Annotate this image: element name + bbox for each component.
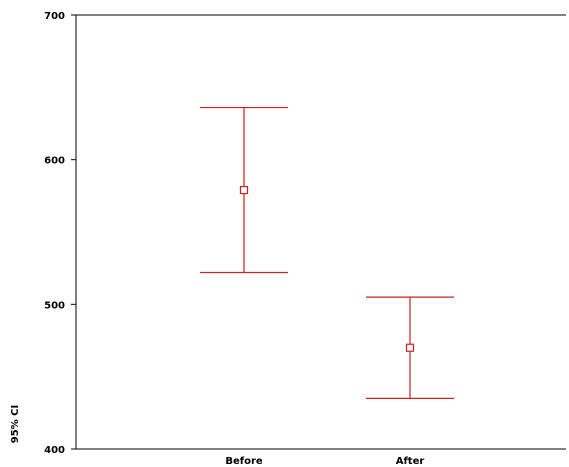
error-bar-before xyxy=(200,106,288,274)
y-axis-label: 95% CI xyxy=(10,405,21,443)
error-bars xyxy=(200,106,454,399)
x-category-label: Before xyxy=(225,456,263,467)
y-tick-label: 700 xyxy=(44,11,65,22)
y-tick-label: 400 xyxy=(44,445,65,456)
y-tick-label: 600 xyxy=(44,156,65,167)
mean-marker xyxy=(239,185,249,195)
x-axis-labels: Before After xyxy=(225,456,424,467)
x-category-label: After xyxy=(396,456,425,467)
error-bar-after xyxy=(366,296,454,399)
y-tick-label: 500 xyxy=(44,300,65,311)
mean-marker xyxy=(405,343,415,352)
axes xyxy=(75,14,566,450)
y-axis-ticks: 400 500 600 700 xyxy=(44,11,76,456)
